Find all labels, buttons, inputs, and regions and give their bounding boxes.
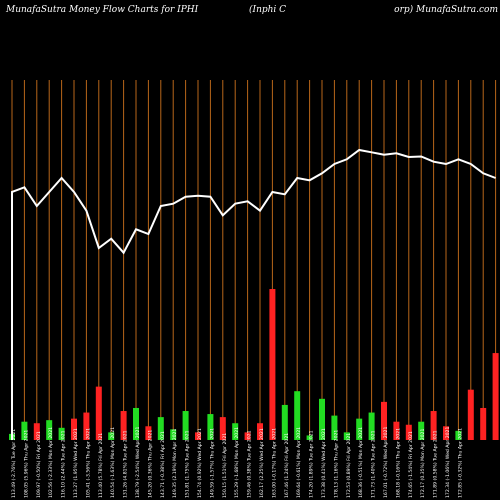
inflow-bar [418, 421, 425, 440]
x-tick-label: 172.53 (0.89%) Fri Apr 2021 [346, 433, 352, 498]
x-tick-label: 149.35 (2.19%) Mon Apr 2021 [172, 429, 178, 498]
outflow-bar [257, 423, 263, 440]
x-tick-label: 138.79 (-2.54%) Wed Apr 2021 [135, 427, 141, 498]
inflow-bar [281, 404, 288, 440]
inflow-bar [368, 412, 375, 440]
x-tick-label: 151.81 (1.75%) Tue Apr 2021 [185, 430, 191, 498]
outflow-bar [145, 426, 152, 440]
inflow-bar [319, 398, 325, 440]
chart-title-site: orp) MunafaSutra.com [394, 5, 498, 15]
x-tick-label: 113.27 (1.95%) Wed Apr 2021 [73, 428, 79, 498]
x-tick-label: 150.15 (1.51%) Fri Apr 2021 [222, 433, 228, 498]
x-tick-label: 173.38 (0.41%) Wed Apr 2021 [321, 428, 327, 498]
inflow-bar [21, 421, 28, 440]
x-tick-label: 154.74 (0.92%) Wed Apr 2021 [197, 428, 203, 498]
x-tick-label: 131.26 (4.81%) Tue Apr 2021 [123, 430, 129, 498]
outflow-bar [393, 421, 400, 440]
x-tick-label: 109.97 (-0.50%) Fri Apr 2021 [36, 431, 42, 498]
x-tick-label: 159.46 (0.38%) Tue Apr 2021 [247, 430, 253, 498]
x-tick-label: 143.71 (-0.38%) Fri Apr 2021 [160, 431, 166, 498]
inflow-bar [157, 417, 164, 440]
outflow-bar [480, 407, 487, 440]
x-tick-label: 178.13 (1.16%) Thu Apr 2021 [333, 430, 339, 498]
inflow-bar [170, 429, 177, 440]
outflow-bar [492, 353, 499, 440]
price-line-group [11, 148, 496, 440]
x-tick-labels: 113.49 (-2.76%) Tue Apr 2021 108.05 (5.96… [11, 427, 463, 498]
x-tick-label: 140.54 (-1.63%) Mon Apr 2021 [110, 427, 116, 498]
inflow-bar [331, 415, 338, 440]
x-tick-label: 169.64 (-0.61%) Mon Apr 2021 [296, 427, 302, 498]
x-tick-label: 167.01 (-0.72%) Wed Apr 2021 [383, 427, 389, 498]
inflow-bar [306, 435, 313, 440]
outflow-bar [71, 418, 77, 440]
x-tick-label: 102.56 (-2.33%) Mon Apr 2021 [48, 427, 54, 498]
x-tick-label: 163.00 (-0.17%) Thu Apr 2021 [271, 428, 277, 498]
outflow-bar [83, 412, 90, 440]
inflow-bar [207, 414, 214, 440]
outflow-bar [430, 411, 437, 440]
x-tick-label: 167.46 (1.24%) Fri Apr 2021 [284, 433, 290, 498]
x-tick-label: 171.73 (1.40%) Tue Apr 2021 [371, 430, 377, 498]
outflow-bar [95, 386, 102, 440]
inflow-bar [455, 430, 462, 440]
inflow-bar [46, 420, 53, 440]
outflow-bar [195, 432, 201, 440]
x-tick-label: 149.59 (-1.57%) Thu Apr 2021 [209, 428, 215, 498]
x-tick-label: 174.65 (-1.54%) Fri Apr 2021 [408, 431, 414, 498]
inflow-bar [343, 432, 350, 440]
x-tick-label: 113.40 (5.78%) Fri Apr 2021 [98, 433, 104, 498]
price-line [11, 148, 496, 440]
inflow-bar [356, 418, 363, 440]
x-tick-label: 116.10 (2.44%) Tue Apr 2021 [61, 430, 67, 498]
inflow-bar [182, 411, 189, 440]
x-tick-label: 168.36 (-0.51%) Mon Apr 2021 [358, 427, 364, 498]
outflow-bar [467, 389, 474, 440]
x-tick-label: 172.34 (-1.06%) Wed Apr 2021 [445, 427, 451, 498]
money-flow-bars [9, 289, 499, 440]
x-tick-label: 108.05 (5.96%) Thu Apr 2021 [23, 430, 29, 498]
outflow-bar [269, 289, 276, 440]
outflow-bar [219, 417, 226, 440]
x-tick-label: 172.85 (-0.32%) Thu Apr 2021 [457, 428, 463, 498]
inflow-bar [294, 391, 301, 440]
chart-title-company: (Inphi C [249, 5, 287, 15]
x-tick-label: 171.89 (0.58%) Tue Apr 2021 [433, 430, 439, 498]
x-tick-label: 162.17 (2.25%) Wed Apr 2021 [259, 428, 265, 498]
outflow-bar [120, 411, 127, 440]
x-tick-label: 155.29 (-1.68%) Mon Apr 2021 [234, 427, 240, 498]
x-tick-label: 172.17 (0.35%) Mon Apr 2021 [420, 429, 426, 498]
inflow-bar [108, 432, 115, 440]
x-tick-label: 168.18 (-0.16%) Thu Apr 2021 [395, 428, 401, 498]
outflow-bar [33, 423, 40, 440]
x-tick-label: 145.20 (0.36%) Thu Apr 2021 [147, 430, 153, 498]
inflow-bar [232, 423, 239, 440]
outflow-bar [405, 424, 412, 440]
inflow-bar [133, 407, 139, 440]
outflow-bar [381, 401, 387, 440]
x-tick-label: 105.41 (-3.56%) Thu Apr 2021 [85, 428, 91, 498]
gridlines [11, 80, 497, 440]
outflow-bar [443, 426, 449, 440]
outflow-bar [244, 432, 251, 440]
x-tick-label: 113.49 (-2.76%) Tue Apr 2021 [11, 429, 17, 498]
chart-title: MunafaSutra Money Flow Charts for IPHI [6, 5, 199, 15]
x-tick-label: 174.20 (1.89%) Tue Apr 2021 [309, 430, 315, 498]
inflow-bar [58, 427, 65, 440]
